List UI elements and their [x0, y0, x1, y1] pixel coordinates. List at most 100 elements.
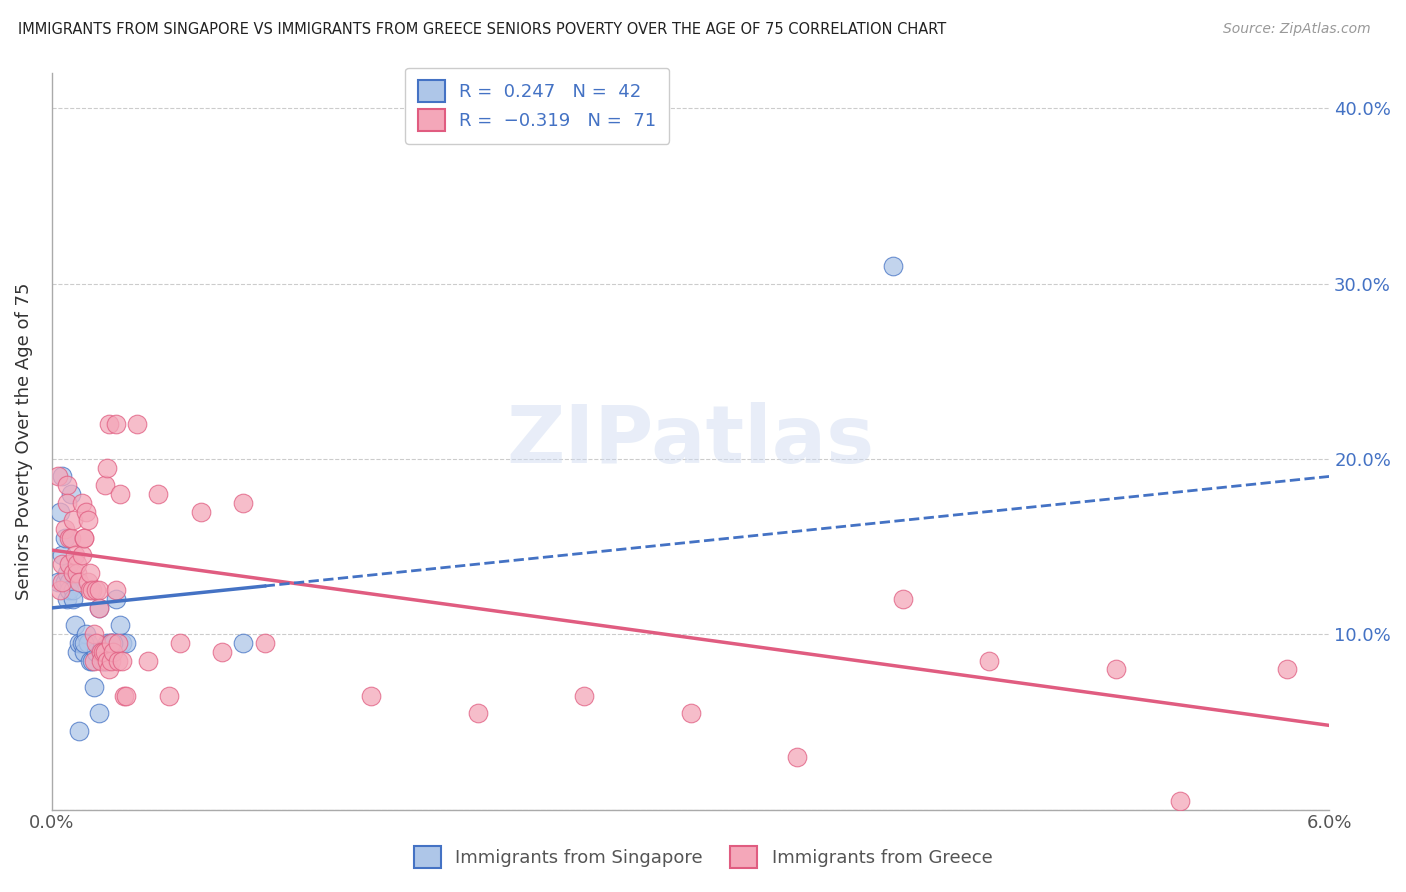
Point	[211, 645, 233, 659]
Point	[70, 636, 93, 650]
Point	[87, 706, 110, 720]
Point	[1105, 662, 1128, 676]
Point	[91, 645, 114, 659]
Point	[96, 636, 118, 650]
Point	[98, 417, 121, 431]
Point	[94, 478, 117, 492]
Point	[83, 653, 105, 667]
Point	[49, 504, 72, 518]
Point	[51, 549, 73, 563]
Point	[62, 513, 84, 527]
Point	[94, 653, 117, 667]
Point	[82, 583, 104, 598]
Text: ZIPatlas: ZIPatlas	[506, 402, 875, 481]
Y-axis label: Seniors Poverty Over the Age of 75: Seniors Poverty Over the Age of 75	[15, 283, 32, 600]
Point	[91, 653, 114, 667]
Point	[75, 504, 97, 518]
Point	[104, 417, 127, 431]
Point	[360, 689, 382, 703]
Point	[467, 706, 489, 720]
Point	[893, 592, 915, 607]
Point	[111, 636, 134, 650]
Point	[49, 583, 72, 598]
Point	[786, 750, 808, 764]
Point	[62, 583, 84, 598]
Point	[125, 417, 148, 431]
Point	[253, 636, 276, 650]
Point	[51, 574, 73, 589]
Point	[112, 689, 135, 703]
Point	[55, 478, 77, 492]
Point	[79, 566, 101, 580]
Point	[83, 627, 105, 641]
Point	[75, 627, 97, 641]
Point	[108, 487, 131, 501]
Point	[63, 618, 86, 632]
Point	[79, 583, 101, 598]
Point	[87, 601, 110, 615]
Point	[157, 689, 180, 703]
Point	[1275, 662, 1298, 676]
Point	[55, 496, 77, 510]
Point	[98, 662, 121, 676]
Point	[73, 645, 96, 659]
Point	[98, 645, 121, 659]
Point	[62, 566, 84, 580]
Text: Source: ZipAtlas.com: Source: ZipAtlas.com	[1223, 22, 1371, 37]
Point	[51, 557, 73, 571]
Point	[100, 636, 122, 650]
Point	[100, 636, 122, 650]
Point	[66, 645, 89, 659]
Point	[73, 636, 96, 650]
Point	[90, 645, 112, 659]
Point	[977, 653, 1000, 667]
Point	[87, 601, 110, 615]
Point	[79, 653, 101, 667]
Legend: R =  0.247   N =  42, R =  −0.319   N =  71: R = 0.247 N = 42, R = −0.319 N = 71	[405, 68, 669, 145]
Point	[572, 689, 595, 703]
Point	[115, 689, 138, 703]
Text: IMMIGRANTS FROM SINGAPORE VS IMMIGRANTS FROM GREECE SENIORS POVERTY OVER THE AGE: IMMIGRANTS FROM SINGAPORE VS IMMIGRANTS …	[18, 22, 946, 37]
Point	[63, 549, 86, 563]
Point	[100, 636, 122, 650]
Point	[83, 680, 105, 694]
Point	[58, 557, 80, 571]
Point	[94, 645, 117, 659]
Point	[59, 531, 82, 545]
Point	[77, 636, 100, 650]
Point	[46, 574, 69, 589]
Point	[53, 531, 76, 545]
Point	[77, 513, 100, 527]
Point	[67, 574, 90, 589]
Point	[104, 583, 127, 598]
Point	[86, 636, 108, 650]
Point	[58, 531, 80, 545]
Point	[70, 496, 93, 510]
Point	[58, 583, 80, 598]
Point	[100, 653, 122, 667]
Point	[51, 469, 73, 483]
Point	[1168, 794, 1191, 808]
Point	[67, 723, 90, 738]
Point	[86, 583, 108, 598]
Point	[169, 636, 191, 650]
Point	[115, 636, 138, 650]
Point	[59, 487, 82, 501]
Point	[90, 645, 112, 659]
Point	[66, 557, 89, 571]
Point	[62, 592, 84, 607]
Point	[104, 592, 127, 607]
Point	[53, 574, 76, 589]
Point	[190, 504, 212, 518]
Point	[46, 469, 69, 483]
Point	[679, 706, 702, 720]
Point	[55, 592, 77, 607]
Point	[96, 653, 118, 667]
Point	[96, 460, 118, 475]
Point	[67, 636, 90, 650]
Point	[73, 531, 96, 545]
Point	[90, 653, 112, 667]
Point	[882, 259, 904, 273]
Point	[103, 636, 125, 650]
Point	[66, 566, 89, 580]
